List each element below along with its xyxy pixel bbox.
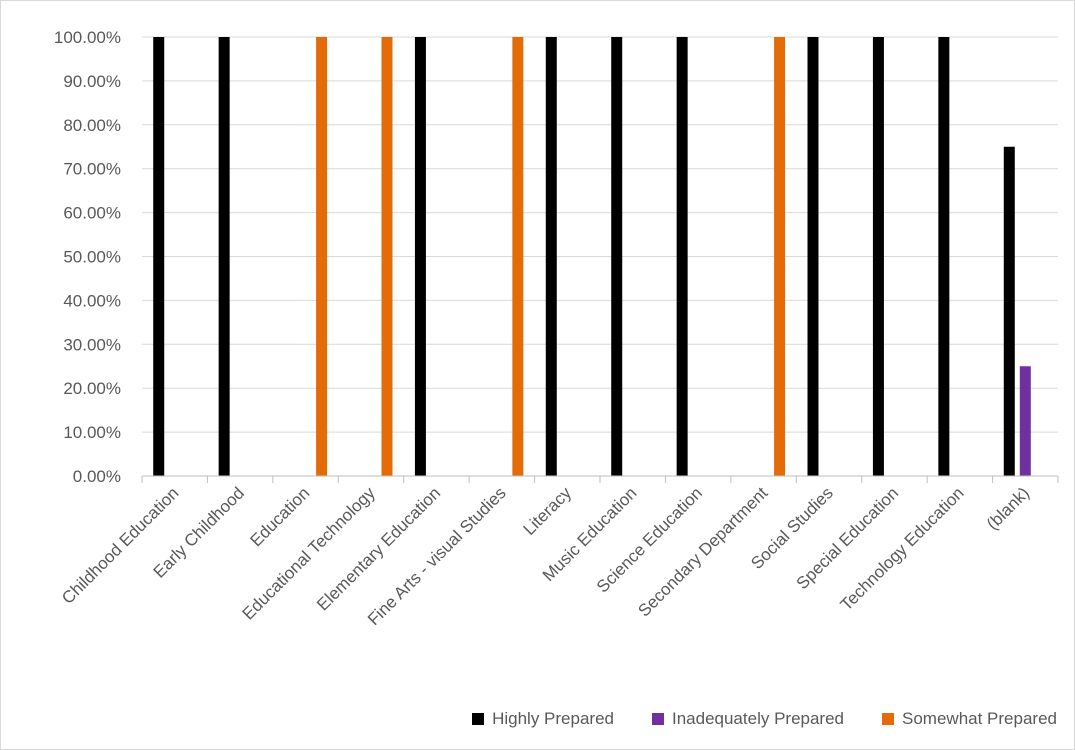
y-tick-label: 0.00% (73, 467, 121, 486)
y-tick-label: 100.00% (54, 28, 121, 47)
legend-label-inadequately-prepared: Inadequately Prepared (671, 709, 845, 728)
bar-somewhat-prepared (316, 37, 328, 476)
bar-highly-prepared (807, 37, 819, 476)
x-tick-label: Fine Arts - visual Studies (364, 483, 510, 629)
bar-highly-prepared (414, 37, 426, 476)
legend-swatch-inadequately-prepared (651, 713, 664, 725)
y-tick-label: 20.00% (63, 379, 121, 398)
bar-highly-prepared (872, 37, 884, 476)
bar-highly-prepared (153, 37, 165, 476)
bar-highly-prepared (1003, 146, 1015, 476)
x-tick-label: (blank) (983, 483, 1033, 533)
y-tick-label: 90.00% (63, 72, 121, 91)
y-tick-label: 10.00% (63, 423, 121, 442)
legend-item-inadequately-prepared: Inadequately Prepared (651, 709, 845, 729)
x-tick-label: Childhood Education (58, 483, 182, 607)
legend: Highly Prepared Inadequately Prepared So… (472, 707, 1057, 731)
bar-somewhat-prepared (774, 37, 786, 476)
y-tick-label: 40.00% (63, 291, 121, 310)
bar-highly-prepared (676, 37, 688, 476)
bar-highly-prepared (218, 37, 230, 476)
gridlines (142, 36, 1058, 433)
x-tick-label: Technology Education (837, 483, 968, 614)
y-tick-label: 60.00% (63, 204, 121, 223)
y-tick-label: 50.00% (63, 248, 121, 267)
y-axis-tick-labels: 0.00% 10.00% 20.00% 30.00% 40.00% 50.00% 60.00… (54, 28, 121, 486)
x-tick-label: Educational Technology (239, 483, 380, 624)
bar-somewhat-prepared (381, 37, 393, 476)
x-tick-label: Literacy (520, 483, 576, 539)
x-tick-label: Secondary Department (634, 483, 771, 620)
legend-item-somewhat-prepared: Somewhat Prepared (882, 709, 1057, 729)
bar-highly-prepared (545, 37, 557, 476)
legend-label-highly-prepared: Highly Prepared (492, 709, 614, 728)
legend-label-somewhat-prepared: Somewhat Prepared (902, 709, 1057, 728)
bar-somewhat-prepared (512, 37, 524, 476)
y-tick-label: 30.00% (63, 335, 121, 354)
bar-highly-prepared (611, 37, 623, 476)
bar-inadequately-prepared (1019, 366, 1031, 476)
x-axis (141, 475, 1059, 483)
y-tick-label: 70.00% (63, 160, 121, 179)
legend-swatch-highly-prepared (472, 713, 485, 725)
bar-chart: 0.00% 10.00% 20.00% 30.00% 40.00% 50.00% 60.00… (54, 28, 1059, 629)
bars (153, 37, 1031, 476)
legend-swatch-somewhat-prepared (882, 713, 895, 725)
legend-item-highly-prepared: Highly Prepared (472, 709, 614, 729)
x-tick-label: Education (246, 483, 313, 550)
x-tick-label: Elementary Education (313, 483, 444, 614)
y-tick-label: 80.00% (63, 116, 121, 135)
bar-highly-prepared (938, 37, 950, 476)
